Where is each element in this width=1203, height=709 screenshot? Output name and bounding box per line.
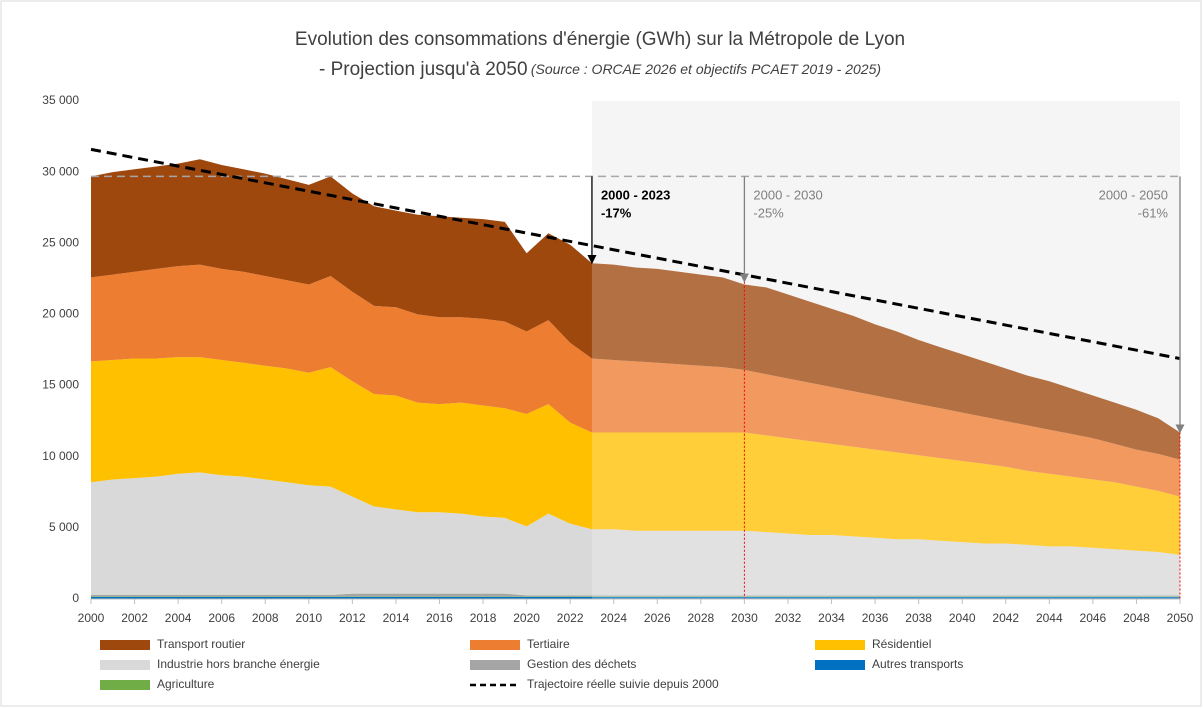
x-tick-label: 2044 bbox=[1036, 611, 1063, 625]
x-tick-label: 2024 bbox=[600, 611, 627, 625]
x-tick-label: 2036 bbox=[862, 611, 889, 625]
annotation-change: -17% bbox=[601, 205, 632, 220]
x-tick-label: 2010 bbox=[295, 611, 322, 625]
legend-swatch bbox=[470, 640, 520, 650]
area bbox=[91, 472, 1180, 596]
legend-label: Agriculture bbox=[157, 677, 215, 691]
legend-label: Résidentiel bbox=[872, 637, 931, 651]
y-tick-label: 15 000 bbox=[42, 378, 79, 392]
y-tick-label: 0 bbox=[72, 591, 79, 605]
legend-swatch bbox=[815, 640, 865, 650]
source: (Source : ORCAE 2026 et objectifs PCAET … bbox=[531, 61, 881, 77]
legend-label: Tertiaire bbox=[527, 637, 570, 651]
legend-swatch bbox=[100, 680, 150, 690]
title-line2: - Projection jusqu'à 2050 bbox=[319, 59, 528, 80]
x-tick-label: 2034 bbox=[818, 611, 845, 625]
chart-title: Evolution des consommations d'énergie (G… bbox=[295, 29, 905, 50]
projection-fade bbox=[591, 101, 1180, 599]
x-tick-label: 2014 bbox=[383, 611, 410, 625]
x-tick-label: 2018 bbox=[470, 611, 497, 625]
legend-swatch bbox=[815, 660, 865, 670]
annotation-label: 2000 - 2030 bbox=[753, 187, 822, 202]
annotation-change: -25% bbox=[753, 205, 784, 220]
area bbox=[91, 159, 1180, 460]
x-tick-label: 2026 bbox=[644, 611, 671, 625]
annotation-change: -61% bbox=[1138, 205, 1169, 220]
x-tick-label: 2006 bbox=[208, 611, 235, 625]
chart-subtitle: - Projection jusqu'à 2050 (Source : ORCA… bbox=[319, 59, 881, 80]
x-tick-label: 2016 bbox=[426, 611, 453, 625]
annotation-label: 2000 - 2023 bbox=[601, 187, 670, 202]
y-tick-label: 20 000 bbox=[42, 307, 79, 321]
legend-label: Trajectoire réelle suivie depuis 2000 bbox=[527, 677, 719, 691]
y-tick-label: 5 000 bbox=[49, 520, 79, 534]
area bbox=[91, 357, 1180, 555]
y-tick-label: 35 000 bbox=[42, 93, 79, 107]
legend-swatch bbox=[100, 640, 150, 650]
x-tick-label: 2040 bbox=[949, 611, 976, 625]
legend-label: Autres transports bbox=[872, 657, 963, 671]
x-tick-label: 2012 bbox=[339, 611, 366, 625]
x-tick-label: 2020 bbox=[513, 611, 540, 625]
x-tick-label: 2038 bbox=[905, 611, 932, 625]
area bbox=[91, 593, 1180, 597]
area bbox=[91, 264, 1180, 497]
trend-line bbox=[90, 147, 1181, 361]
legend-swatch bbox=[470, 660, 520, 670]
y-tick-label: 30 000 bbox=[42, 164, 79, 178]
x-tick-label: 2050 bbox=[1167, 611, 1194, 625]
x-tick-label: 2004 bbox=[165, 611, 192, 625]
x-tick-label: 2048 bbox=[1123, 611, 1150, 625]
area bbox=[91, 596, 1180, 599]
legend-label: Gestion des déchets bbox=[527, 657, 636, 671]
x-tick-label: 2022 bbox=[557, 611, 584, 625]
x-tick-label: 2030 bbox=[731, 611, 758, 625]
legend-label: Industrie hors branche énergie bbox=[157, 657, 320, 671]
x-tick-label: 2046 bbox=[1080, 611, 1107, 625]
legend-label: Transport routier bbox=[157, 637, 245, 651]
area bbox=[91, 596, 1180, 597]
x-tick-label: 2002 bbox=[121, 611, 148, 625]
x-tick-label: 2042 bbox=[992, 611, 1019, 625]
x-tick-label: 2028 bbox=[687, 611, 714, 625]
legend-swatch bbox=[100, 660, 150, 670]
x-tick-label: 2008 bbox=[252, 611, 279, 625]
x-tick-label: 2000 bbox=[78, 611, 105, 625]
y-tick-label: 25 000 bbox=[42, 235, 79, 249]
y-tick-label: 10 000 bbox=[42, 449, 79, 463]
x-tick-label: 2032 bbox=[775, 611, 802, 625]
annotation-label: 2000 - 2050 bbox=[1099, 187, 1168, 202]
